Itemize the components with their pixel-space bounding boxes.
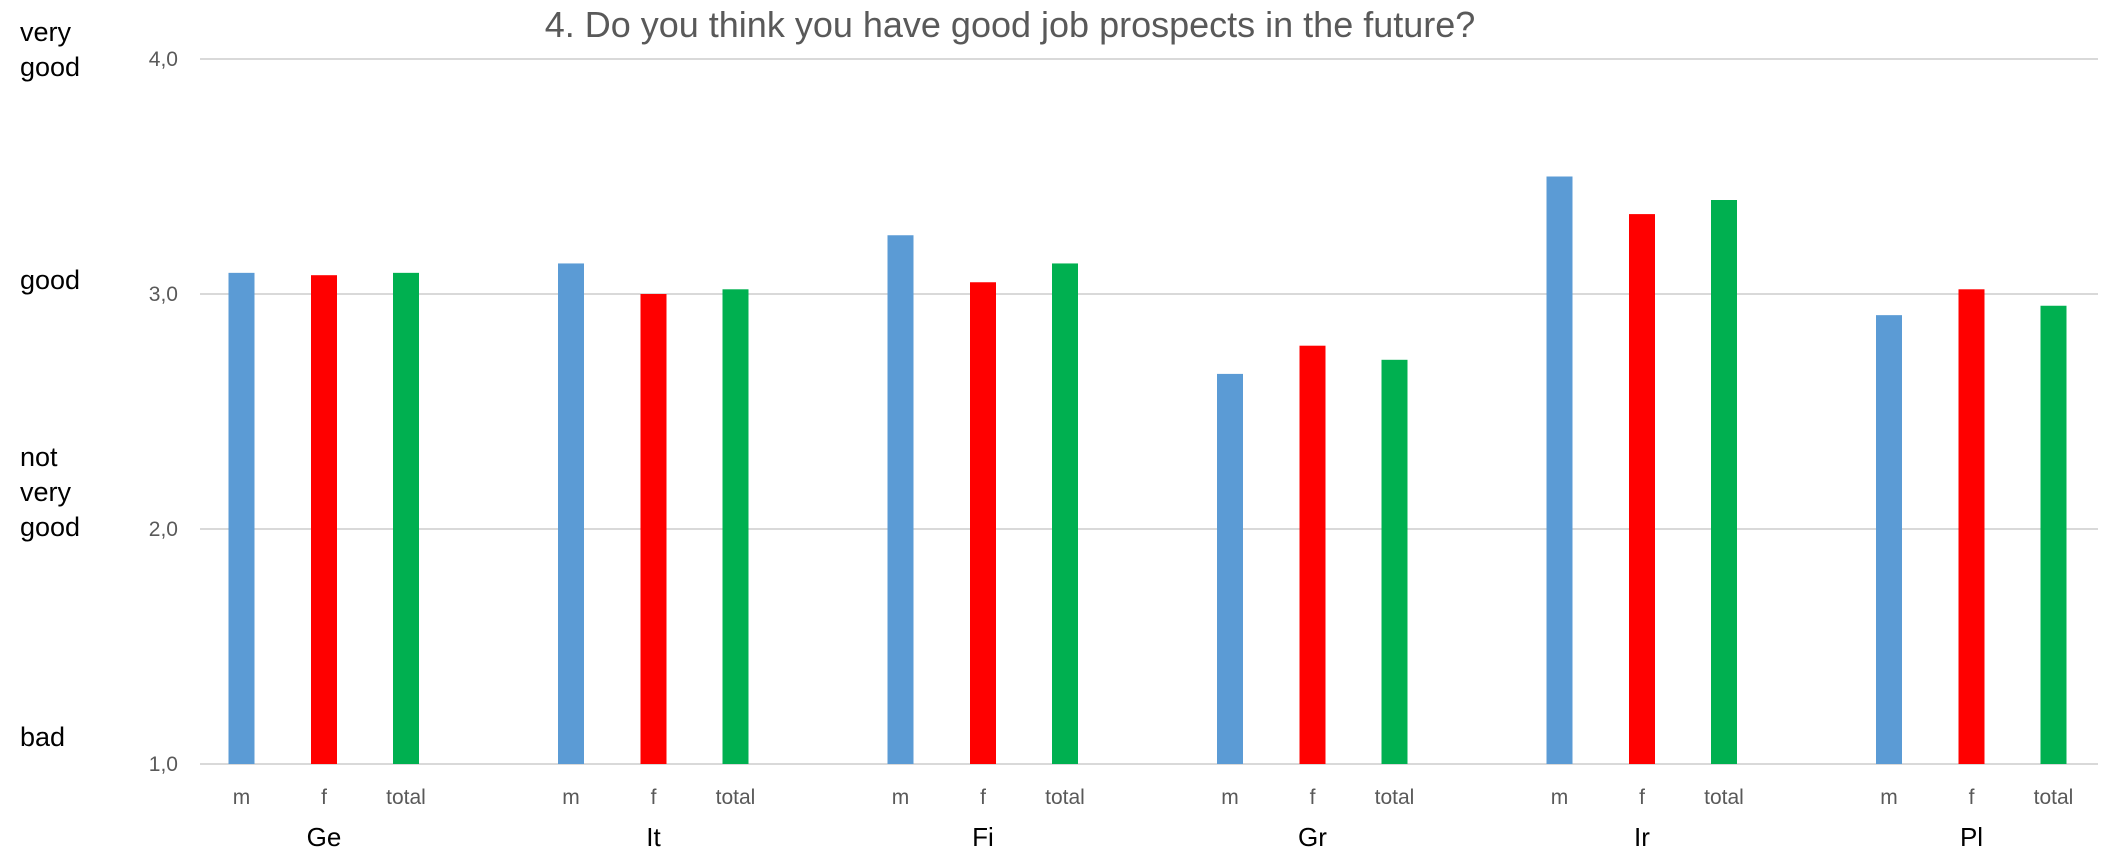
bar-it-m — [558, 263, 584, 764]
bar-fi-m — [887, 235, 914, 764]
gridlines — [200, 58, 2098, 765]
y-tick-label: 4,0 — [149, 48, 178, 71]
bar-fi-f — [970, 282, 996, 764]
y-tick-label: 3,0 — [149, 283, 178, 306]
bar-label: total — [1375, 786, 1415, 809]
bar-gr-total — [1381, 359, 1408, 764]
y-tick-label: 1,0 — [149, 753, 178, 776]
bar-ge-f — [311, 275, 337, 764]
bar-pl-total — [2040, 305, 2067, 764]
bar-ir-total — [1711, 200, 1737, 764]
bars — [228, 176, 2067, 765]
bar-label: f — [651, 786, 657, 809]
country-label: It — [646, 822, 661, 852]
rating-label: good — [20, 512, 80, 542]
bar-label: f — [1639, 786, 1645, 809]
bar-label: f — [321, 786, 327, 809]
bar-pl-m — [1876, 315, 1902, 764]
bar-label: m — [1221, 786, 1239, 809]
bar-gr-m — [1217, 373, 1243, 764]
bar-ge-m — [228, 272, 255, 764]
country-label: Ge — [307, 822, 342, 852]
x-axis-bar-labels: m f total m f total m f total m f total m f total m f tot… — [233, 786, 2074, 809]
bar-ir-m — [1546, 176, 1573, 764]
bar-ir-f — [1629, 214, 1655, 765]
rating-label: bad — [20, 722, 65, 752]
bar-label: f — [980, 786, 986, 809]
bar-it-f — [640, 294, 667, 764]
bar-label: total — [716, 786, 756, 809]
bar-fi-total — [1052, 263, 1078, 764]
bar-ge-total — [393, 272, 419, 764]
bar-it-total — [722, 289, 749, 764]
bar-label: total — [1704, 786, 1744, 809]
y-axis-rating-labels: very good good not very good bad — [20, 17, 80, 752]
rating-label: good — [20, 52, 80, 82]
bar-label: total — [386, 786, 426, 809]
y-tick-label: 2,0 — [149, 518, 178, 541]
bar-label: m — [233, 786, 251, 809]
y-axis-tick-labels: 1,0 2,0 3,0 4,0 — [149, 48, 178, 776]
chart-title: 4. Do you think you have good job prospe… — [545, 4, 1476, 45]
rating-label: very — [20, 477, 72, 507]
x-axis-country-labels: Ge It Fi Gr Ir Pl — [307, 822, 1983, 852]
country-label: Pl — [1960, 822, 1983, 852]
bar-label: m — [1880, 786, 1898, 809]
country-label: Ir — [1634, 822, 1650, 852]
bar-gr-f — [1299, 345, 1326, 764]
bar-label: m — [1551, 786, 1569, 809]
rating-label: not — [20, 442, 58, 472]
bar-label: f — [1310, 786, 1316, 809]
bar-label: m — [892, 786, 910, 809]
country-label: Gr — [1298, 822, 1327, 852]
bar-pl-f — [1958, 289, 1985, 764]
bar-label: total — [2034, 786, 2074, 809]
bar-label: total — [1045, 786, 1085, 809]
bar-label: f — [1969, 786, 1975, 809]
bar-label: m — [562, 786, 580, 809]
rating-label: very — [20, 17, 72, 47]
rating-label: good — [20, 265, 80, 295]
country-label: Fi — [972, 822, 994, 852]
